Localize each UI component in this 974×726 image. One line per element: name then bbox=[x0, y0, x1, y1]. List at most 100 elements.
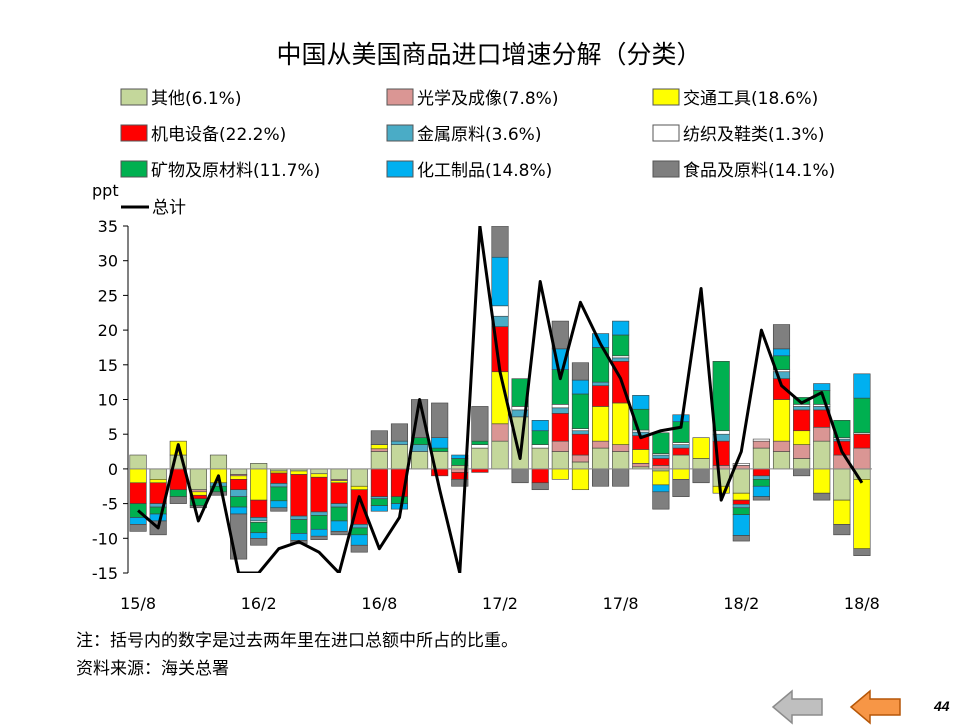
bar-segment-16/8-s0 bbox=[370, 451, 388, 470]
bar-segment-17/12-s2 bbox=[692, 437, 710, 459]
bar-segment-17/8-s8 bbox=[612, 468, 630, 487]
y-tick-label: -5 bbox=[102, 495, 118, 514]
bar-segment-17/10-s3 bbox=[652, 458, 670, 466]
bar-segment-18/1-s6 bbox=[712, 361, 730, 432]
bar-segment-16/1-s7 bbox=[230, 506, 248, 515]
bar-segment-18/3-s1 bbox=[752, 440, 770, 449]
bar-segment-17/6-s8 bbox=[571, 362, 589, 381]
x-tick-label: 16/2 bbox=[241, 594, 277, 613]
bar-segment-17/11-s8 bbox=[672, 479, 690, 497]
legend-swatch-7 bbox=[386, 160, 414, 178]
legend-label-total: 总计 bbox=[152, 198, 186, 218]
bar-segment-17/10-s4 bbox=[652, 454, 670, 459]
gray-left-arrow-icon[interactable] bbox=[770, 688, 826, 726]
bar-segment-16/8-s2 bbox=[370, 444, 388, 450]
bar-segment-16/5-s0 bbox=[310, 468, 328, 475]
y-tick-label: 5 bbox=[108, 425, 118, 444]
bar-segment-17/6-s0 bbox=[571, 461, 589, 470]
bar-segment-17/5-s5 bbox=[551, 404, 569, 409]
bar-segment-17/10-s1 bbox=[652, 465, 670, 470]
bar-segment-17/1-s8 bbox=[471, 406, 489, 442]
bar-segment-18/5-s8 bbox=[793, 468, 811, 477]
y-tick-label: 15 bbox=[98, 356, 118, 375]
bar-segment-18/6-s2 bbox=[813, 468, 831, 494]
bar-segment-16/2-s8 bbox=[250, 537, 268, 546]
bar-segment-16/7-s0 bbox=[350, 468, 368, 487]
legend: 其他(6.1%) 光学及成像(7.8%) 交通工具(18.6%) 机电设备(22.2%… bbox=[120, 88, 835, 218]
bar-segment-17/7-s8 bbox=[591, 468, 610, 487]
legend-swatch-6 bbox=[120, 160, 148, 178]
bar-segment-16/6-s3 bbox=[330, 482, 348, 504]
legend-label-7: 化工制品(14.8%) bbox=[417, 161, 552, 181]
bar-segment-17/6-s6 bbox=[571, 393, 589, 429]
legend-label-2: 交通工具(18.6%) bbox=[683, 89, 818, 109]
bar-segment-16/3-s4 bbox=[270, 483, 288, 488]
legend-label-3: 机电设备(22.2%) bbox=[151, 125, 286, 145]
bar-segment-15/12-s0 bbox=[209, 454, 228, 470]
legend-label-0: 其他(6.1%) bbox=[151, 89, 241, 109]
bar-segment-18/7-s2 bbox=[833, 499, 851, 525]
bar-segment-16/3-s2 bbox=[270, 470, 288, 474]
bar-segment-17/8-s5 bbox=[612, 355, 630, 359]
bar-segment-17/4-s6 bbox=[531, 430, 549, 445]
bar-segment-15/8-s3 bbox=[129, 482, 147, 504]
bar-segment-18/5-s1 bbox=[793, 444, 811, 459]
data-source: 资料来源：海关总署 bbox=[76, 659, 229, 679]
bar-segment-18/5-s4 bbox=[793, 406, 811, 411]
bar-segment-16/9-s4 bbox=[390, 440, 409, 445]
bar-segment-16/10-s4 bbox=[411, 444, 429, 452]
bar-segment-18/4-s7 bbox=[772, 348, 791, 357]
bar-segment-18/6-s8 bbox=[813, 492, 831, 501]
bar-segment-16/3-s6 bbox=[270, 486, 288, 502]
legend-swatch-8 bbox=[652, 160, 680, 178]
bar-segment-17/10-s6 bbox=[652, 432, 670, 454]
bar-segment-17/11-s4 bbox=[672, 444, 690, 449]
bar-segment-16/8-s7 bbox=[370, 505, 388, 512]
x-tick-label: 18/8 bbox=[844, 594, 880, 613]
bar-segment-18/5-s0 bbox=[793, 458, 811, 470]
bar-segment-17/4-s5 bbox=[531, 444, 549, 449]
bar-segment-16/4-s6 bbox=[290, 519, 308, 534]
y-tick-label: 10 bbox=[98, 391, 118, 410]
legend-swatch-5 bbox=[652, 124, 680, 142]
bar-segment-16/2-s4 bbox=[250, 517, 268, 522]
bar-segment-17/1-s5 bbox=[471, 444, 489, 449]
bar-segment-18/3-s8 bbox=[752, 496, 770, 501]
bar-segment-17/12-s0 bbox=[692, 458, 710, 470]
bar-segment-18/3-s3 bbox=[752, 468, 770, 477]
y-axis-label: ppt bbox=[92, 181, 119, 200]
bar-segment-17/8-s6 bbox=[612, 334, 630, 357]
bar-segment-17/2-s5 bbox=[491, 305, 509, 317]
bar-segment-16/5-s8 bbox=[310, 535, 328, 540]
y-tick-label: 25 bbox=[98, 286, 118, 305]
legend-label-4: 金属原料(3.6%) bbox=[417, 125, 541, 145]
bar-segment-17/11-s0 bbox=[672, 454, 690, 470]
total-line bbox=[137, 226, 864, 573]
page-number: 44 bbox=[934, 698, 950, 714]
bar-segment-17/11-s5 bbox=[672, 442, 690, 445]
bar-segment-17/5-s2 bbox=[551, 468, 569, 480]
bar-segment-16/10-s0 bbox=[411, 451, 429, 470]
x-tick-label: 18/2 bbox=[723, 594, 759, 613]
bar-segment-16/9-s8 bbox=[390, 423, 409, 442]
bar-segment-16/6-s6 bbox=[330, 506, 348, 522]
bar-segment-18/7-s8 bbox=[833, 524, 851, 536]
bar-segment-16/6-s0 bbox=[330, 468, 348, 480]
bar-segment-18/2-s3 bbox=[732, 499, 750, 505]
orange-left-arrow-icon[interactable] bbox=[848, 688, 904, 726]
bar-segment-16/6-s8 bbox=[330, 531, 348, 536]
bar-segment-16/4-s3 bbox=[290, 474, 308, 517]
x-tick-label: 17/2 bbox=[482, 594, 518, 613]
bar-segment-18/8-s8 bbox=[853, 548, 871, 556]
bar-segment-16/9-s6 bbox=[390, 496, 409, 504]
bar-segment-18/3-s0 bbox=[752, 447, 770, 470]
bar-segment-17/4-s3 bbox=[531, 468, 549, 484]
bar-segment-15/9-s7 bbox=[149, 513, 167, 522]
bar-segment-16/4-s4 bbox=[290, 515, 308, 520]
bar-segment-18/6-s7 bbox=[813, 383, 831, 391]
bar-segment-16/8-s3 bbox=[370, 468, 388, 497]
bar-segment-16/7-s7 bbox=[350, 534, 368, 546]
bar-segment-15/10-s8 bbox=[169, 496, 187, 504]
bar-segment-16/5-s4 bbox=[310, 511, 328, 516]
